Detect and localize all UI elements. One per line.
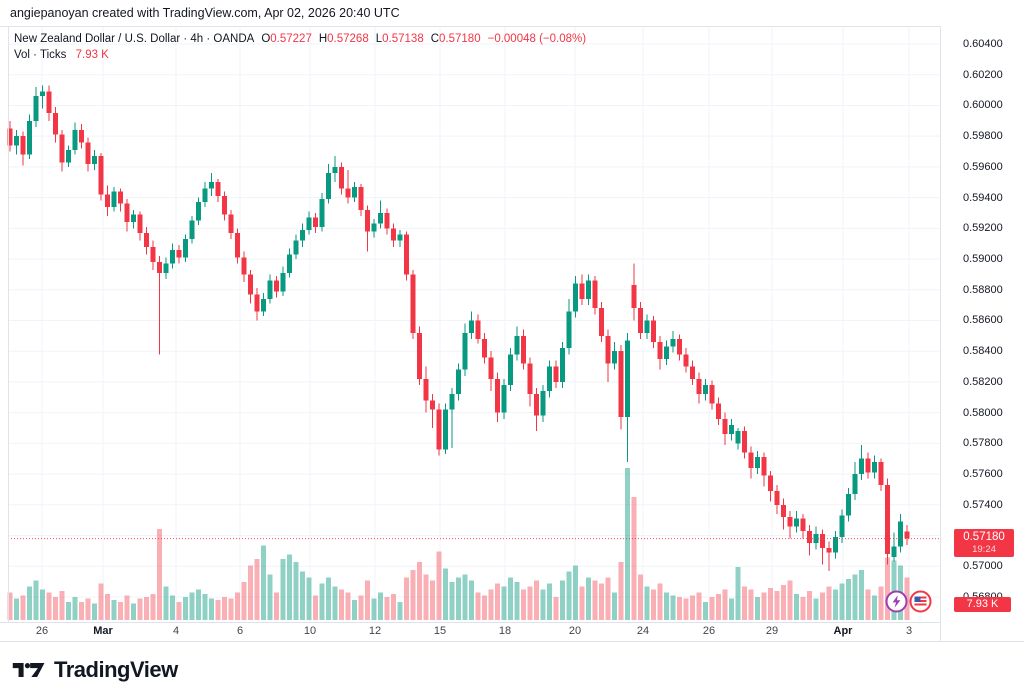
event-markers (885, 590, 932, 613)
price-axis-label: 0.60000 (963, 99, 1003, 112)
price-axis-label: 0.59000 (963, 253, 1003, 266)
time-axis-tick: 18 (498, 625, 512, 637)
price-axis-label: 0.59800 (963, 130, 1003, 143)
legend-symbol-row: New Zealand Dollar / U.S. Dollar · 4h · … (14, 31, 586, 47)
ohlc-value: 0.57180 (439, 33, 481, 45)
time-axis-tick: Mar (93, 625, 113, 637)
symbol-title: New Zealand Dollar / U.S. Dollar · 4h · … (14, 33, 255, 45)
time-axis-tick: 3 (905, 625, 913, 637)
tradingview-logo-text: TradingView (54, 657, 178, 682)
footer: TradingView (12, 657, 178, 683)
ohlc-values: O0.57227 H0.57268 L0.57138 C0.57180 (254, 33, 480, 45)
ohlc-label: H (318, 33, 328, 45)
ohlc-value: 0.57268 (327, 33, 369, 45)
price-axis-label: 0.59200 (963, 222, 1003, 235)
tradingview-logo[interactable]: TradingView (12, 657, 178, 683)
ohlc-value: 0.57227 (270, 33, 312, 45)
price-axis-label: 0.57000 (963, 560, 1003, 573)
time-axis-tick: 4 (172, 625, 180, 637)
ohlc-label: O (261, 33, 271, 45)
time-axis-tick: 6 (236, 625, 244, 637)
us-flag-event-icon[interactable] (909, 590, 932, 613)
time-axis-tick: 20 (568, 625, 582, 637)
time-axis-tick: 24 (636, 625, 650, 637)
time-axis-tick: 10 (303, 625, 317, 637)
price-axis[interactable]: 0.568000.570000.572000.574000.576000.578… (941, 26, 1024, 641)
ohlc-label: C (430, 33, 440, 45)
lightning-event-icon[interactable] (885, 590, 908, 613)
time-axis-tick: 26 (35, 625, 49, 637)
price-axis-label: 0.57600 (963, 468, 1003, 481)
price-axis-label: 0.58400 (963, 345, 1003, 358)
price-axis-label: 0.59400 (963, 191, 1003, 204)
price-axis-label: 0.58200 (963, 375, 1003, 388)
change-value: −0.00048 (−0.08%) (487, 33, 587, 45)
legend: New Zealand Dollar / U.S. Dollar · 4h · … (14, 31, 586, 63)
ohlc-label: L (375, 33, 383, 45)
price-axis-label: 0.58000 (963, 406, 1003, 419)
time-axis-tick: 26 (702, 625, 716, 637)
tradingview-logo-icon (12, 663, 45, 677)
time-axis-tick: 29 (765, 625, 779, 637)
price-axis-label: 0.59600 (963, 160, 1003, 173)
price-axis-label: 0.58800 (963, 283, 1003, 296)
price-axis-label: 0.57400 (963, 498, 1003, 511)
last-price-badge: 0.57180 19:24 (954, 529, 1014, 557)
price-axis-label: 0.57800 (963, 437, 1003, 450)
time-axis-tick: 15 (433, 625, 447, 637)
time-axis-tick: Apr (833, 625, 853, 637)
ohlc-value: 0.57138 (382, 33, 424, 45)
bar-countdown: 19:24 (972, 544, 996, 555)
volume-label: Vol · Ticks (14, 49, 67, 61)
legend-volume-row: Vol · Ticks 7.93 K (14, 47, 586, 63)
price-axis-label: 0.60200 (963, 68, 1003, 81)
last-price-value: 0.57180 (963, 531, 1005, 543)
time-axis[interactable]: 26 Mar 4 6 10 12 15 18 20 24 26 29 Apr 3 (0, 623, 1024, 641)
volume-badge: 7.93 K (954, 597, 1011, 612)
time-axis-tick: 12 (368, 625, 382, 637)
price-axis-label: 0.60400 (963, 38, 1003, 50)
attribution-text: angiepanoyan created with TradingView.co… (10, 6, 400, 20)
price-axis-label: 0.58600 (963, 314, 1003, 327)
volume-value: 7.93 K (75, 49, 109, 61)
